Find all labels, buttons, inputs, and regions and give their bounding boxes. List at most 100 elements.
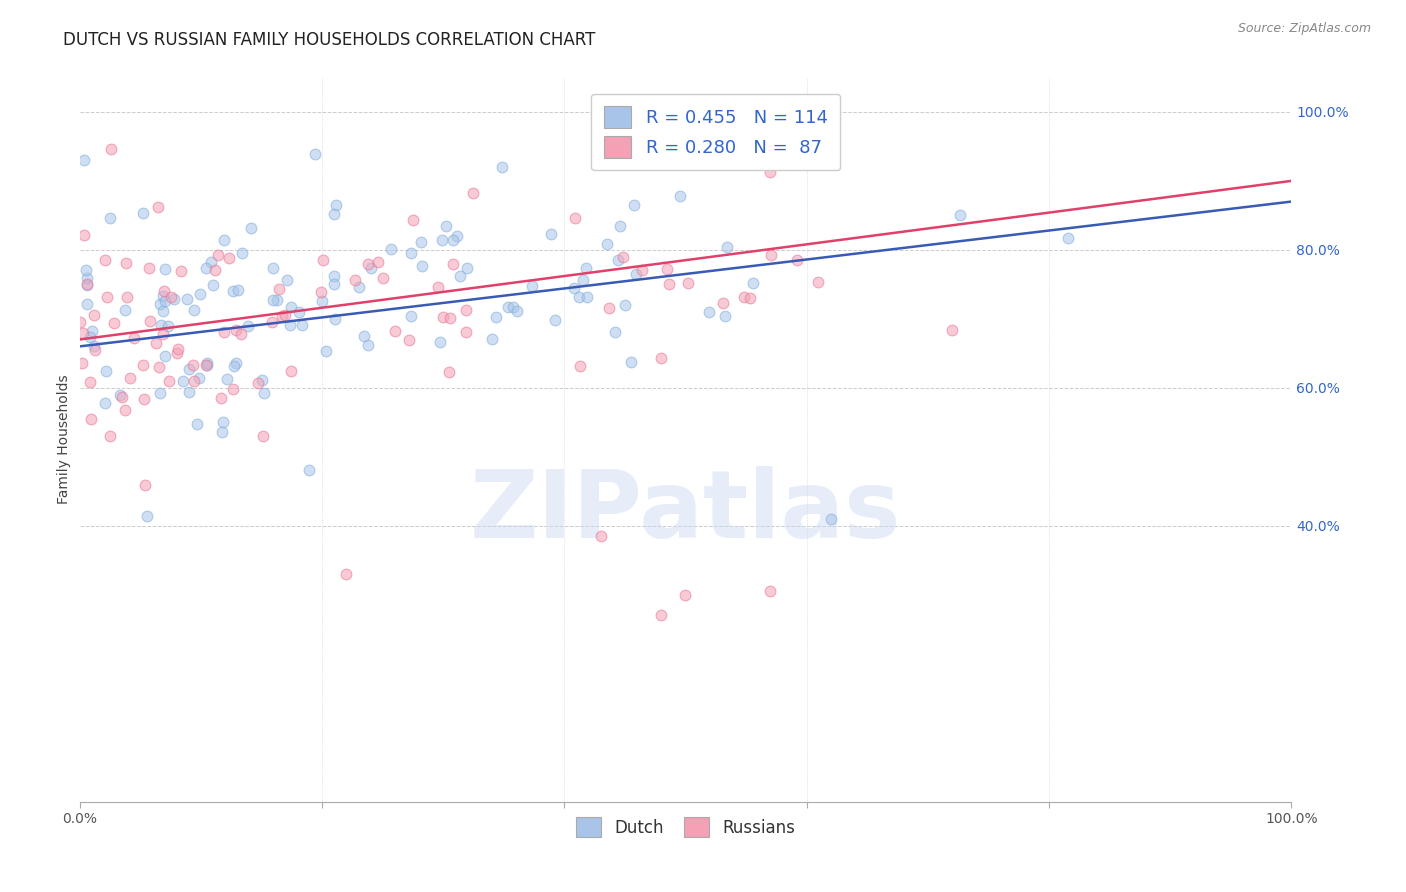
Point <box>498 300 520 314</box>
Point <box>83 343 105 358</box>
Point <box>716 240 738 254</box>
Point <box>401 309 423 323</box>
Point <box>221 284 243 298</box>
Point <box>759 248 782 262</box>
Y-axis label: Family Households: Family Households <box>58 375 72 504</box>
Point <box>380 242 402 256</box>
Point <box>76 277 98 291</box>
Point <box>439 310 461 325</box>
Point <box>200 255 222 269</box>
Point <box>214 326 236 340</box>
Point <box>76 271 98 285</box>
Point <box>188 371 211 385</box>
Point <box>153 349 176 363</box>
Point <box>209 391 232 405</box>
Point <box>72 326 94 340</box>
Point <box>177 362 200 376</box>
Point <box>311 285 333 299</box>
Point <box>456 303 478 318</box>
Point <box>347 280 370 294</box>
Point <box>650 608 672 623</box>
Point <box>222 382 245 396</box>
Point <box>163 292 186 306</box>
Point <box>225 323 247 337</box>
Point <box>274 308 297 322</box>
Point <box>172 374 194 388</box>
Point <box>491 160 513 174</box>
Point <box>655 262 678 277</box>
Point <box>456 325 478 339</box>
Point <box>357 338 380 352</box>
Point <box>73 227 96 242</box>
Point <box>212 415 235 429</box>
Point <box>211 425 233 440</box>
Point <box>434 219 457 234</box>
Point <box>186 417 208 431</box>
Point <box>262 293 284 307</box>
Point <box>325 312 347 326</box>
Point <box>402 213 425 227</box>
Point <box>650 351 672 365</box>
Point <box>278 318 301 333</box>
Point <box>673 588 696 602</box>
Point <box>266 293 288 307</box>
Point <box>246 376 269 390</box>
Point <box>564 211 586 226</box>
Point <box>658 277 681 291</box>
Point <box>114 403 136 417</box>
Point <box>432 233 454 247</box>
Point <box>456 260 478 275</box>
Point <box>291 318 314 332</box>
Point <box>280 364 302 378</box>
Point <box>204 263 226 277</box>
Point <box>681 103 703 118</box>
Point <box>183 374 205 388</box>
Point <box>239 221 262 235</box>
Point <box>160 290 183 304</box>
Point <box>155 261 177 276</box>
Point <box>69 315 91 329</box>
Point <box>506 304 529 318</box>
Point <box>481 332 503 346</box>
Point <box>170 264 193 278</box>
Point <box>115 290 138 304</box>
Point <box>73 153 96 168</box>
Point <box>83 339 105 353</box>
Point <box>288 305 311 319</box>
Point <box>733 289 755 303</box>
Point <box>252 429 274 443</box>
Point <box>253 385 276 400</box>
Point <box>195 358 218 372</box>
Point <box>441 256 464 270</box>
Point <box>941 323 963 337</box>
Point <box>183 303 205 318</box>
Point <box>231 246 253 260</box>
Point <box>120 370 142 384</box>
Point <box>502 300 524 314</box>
Point <box>267 282 290 296</box>
Point <box>485 310 508 324</box>
Point <box>949 208 972 222</box>
Point <box>152 304 174 318</box>
Point <box>195 356 218 370</box>
Point <box>711 296 734 310</box>
Point <box>195 261 218 276</box>
Point <box>304 147 326 161</box>
Point <box>571 273 593 287</box>
Point <box>94 364 117 378</box>
Point <box>217 372 239 386</box>
Point <box>111 390 134 404</box>
Point <box>409 235 432 250</box>
Point <box>166 346 188 360</box>
Point <box>668 188 690 202</box>
Point <box>411 259 433 273</box>
Point <box>759 584 782 599</box>
Point <box>79 412 101 426</box>
Point <box>226 283 249 297</box>
Point <box>598 301 620 315</box>
Point <box>236 319 259 334</box>
Point <box>132 392 155 406</box>
Point <box>93 252 115 267</box>
Point <box>384 325 406 339</box>
Point <box>188 286 211 301</box>
